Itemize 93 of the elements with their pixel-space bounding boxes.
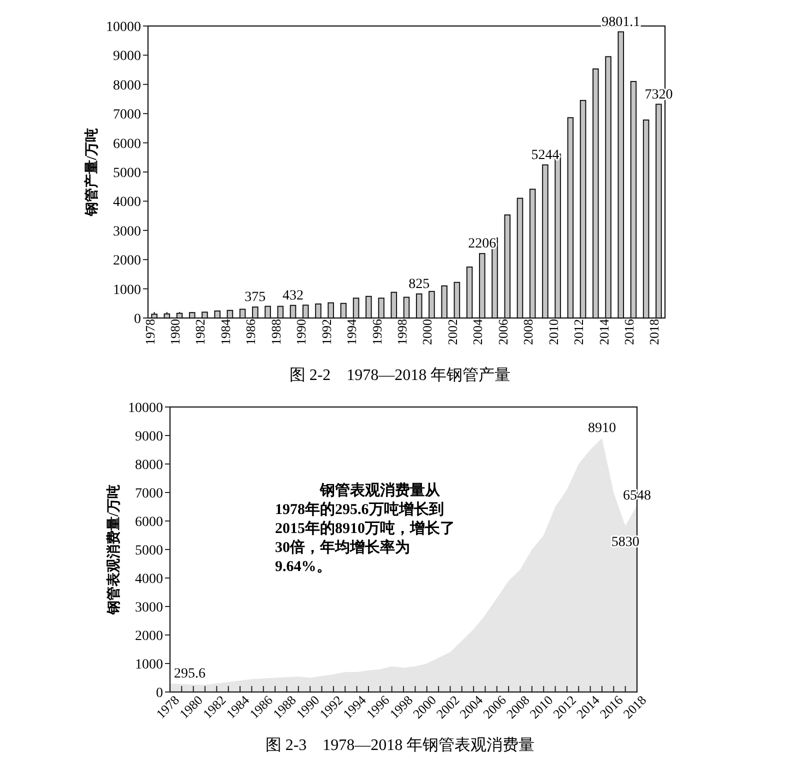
bar — [164, 313, 170, 318]
bar — [226, 310, 234, 318]
bar — [188, 312, 196, 318]
bar — [239, 308, 246, 318]
data-label: 432 — [282, 288, 304, 304]
x-tick-label: 2012 — [571, 319, 586, 345]
y-tick-label: 10000 — [106, 20, 141, 35]
y-tick-label: 3000 — [135, 600, 163, 616]
y-tick-label: 4000 — [113, 195, 141, 210]
data-label: 5244 — [531, 148, 560, 163]
y-tick-label: 7000 — [135, 486, 163, 502]
y-tick-label: 9000 — [135, 430, 163, 444]
y-tick-label: 1000 — [135, 658, 163, 672]
bar — [176, 312, 183, 318]
x-tick-label: 1994 — [344, 318, 360, 345]
bar — [277, 306, 284, 318]
bar — [605, 56, 612, 318]
data-label: 295.6 — [174, 666, 206, 682]
data-label: 8910 — [588, 421, 616, 436]
x-tick-label: 1988 — [268, 319, 284, 345]
y-tick-label: 10000 — [128, 401, 163, 416]
bar — [580, 100, 586, 318]
y-tick-label: 8000 — [135, 458, 163, 473]
y-tick-label: 2000 — [113, 254, 141, 269]
bar — [529, 188, 536, 318]
bar — [618, 31, 624, 318]
y-tick-label: 5000 — [113, 166, 141, 181]
x-tick-label: 1996 — [369, 318, 384, 345]
bar — [214, 310, 220, 318]
bar — [428, 290, 435, 318]
x-tick-label: 1982 — [192, 319, 208, 345]
x-tick-label: 2004 — [470, 318, 486, 345]
y-tick-label: 3000 — [113, 224, 141, 240]
x-tick-label: 1986 — [243, 318, 258, 345]
y-tick-label: 1000 — [113, 282, 141, 298]
y-tick-label: 9000 — [113, 49, 141, 64]
bar — [315, 303, 322, 318]
text: 图 2-3 1978—2018 年钢管表观消费量 — [265, 736, 535, 754]
bar — [466, 266, 473, 318]
bar — [403, 296, 410, 318]
bar — [290, 304, 296, 318]
bar — [340, 302, 347, 318]
bar — [441, 285, 448, 318]
x-tick-label: 2016 — [621, 318, 636, 345]
bar — [416, 293, 422, 318]
x-tick-label: 2010 — [546, 319, 561, 345]
bar — [642, 120, 650, 318]
bar — [302, 304, 309, 318]
bar — [542, 164, 548, 318]
y-tick-label: 0 — [134, 312, 141, 327]
x-tick-label: 1978 — [142, 319, 158, 345]
bar — [504, 214, 511, 318]
x-tick-label: 2006 — [495, 318, 510, 345]
x-tick-label: 1992 — [318, 319, 334, 345]
bar — [151, 314, 158, 318]
y-tick-label: 6000 — [113, 136, 141, 152]
text: 图 2-2 1978—2018 年钢管产量 — [289, 366, 511, 384]
y-tick-label: 6000 — [135, 515, 163, 530]
x-tick-label: 2014 — [596, 318, 612, 345]
y-tick-label: 5000 — [135, 544, 163, 558]
y-axis-title: 钢管产量/万吨 — [83, 128, 100, 217]
data-label: 825 — [408, 276, 430, 292]
bar — [454, 282, 460, 318]
y-tick-label: 7000 — [113, 108, 141, 123]
bar — [202, 312, 208, 318]
bar — [630, 80, 637, 318]
bar — [479, 253, 486, 318]
y-tick-label: 8000 — [113, 78, 141, 94]
data-label: 375 — [244, 290, 266, 306]
y-tick-label: 4000 — [135, 572, 163, 587]
bar — [378, 298, 384, 318]
bar — [352, 298, 360, 318]
x-tick-label: 1980 — [168, 319, 183, 345]
bar — [656, 104, 662, 318]
bar — [328, 302, 334, 318]
bar — [366, 296, 372, 318]
y-axis-title: 钢管表观消费量/万吨 — [106, 484, 122, 616]
x-tick-label: 2018 — [646, 319, 662, 345]
x-tick-label: 2008 — [520, 319, 536, 345]
annotation: 钢管表观消费量从1978年的295.6万吨增长到2015年的8910万吨，增长了30倍，年均增长率为9.64%。 — [275, 482, 456, 577]
y-tick-label: 2000 — [135, 629, 163, 644]
x-tick-label: 1990 — [294, 319, 309, 345]
y-tick-label: 0 — [156, 686, 163, 701]
x-tick-label: 1998 — [394, 319, 410, 345]
x-tick-label: 1984 — [218, 318, 233, 345]
bar — [390, 292, 398, 318]
x-tick-label: 2002 — [444, 319, 460, 345]
bar — [592, 68, 599, 318]
bar — [252, 306, 258, 318]
bar — [264, 306, 271, 318]
bar — [516, 198, 524, 318]
bar — [567, 117, 574, 318]
x-tick-label: 2000 — [420, 319, 435, 345]
